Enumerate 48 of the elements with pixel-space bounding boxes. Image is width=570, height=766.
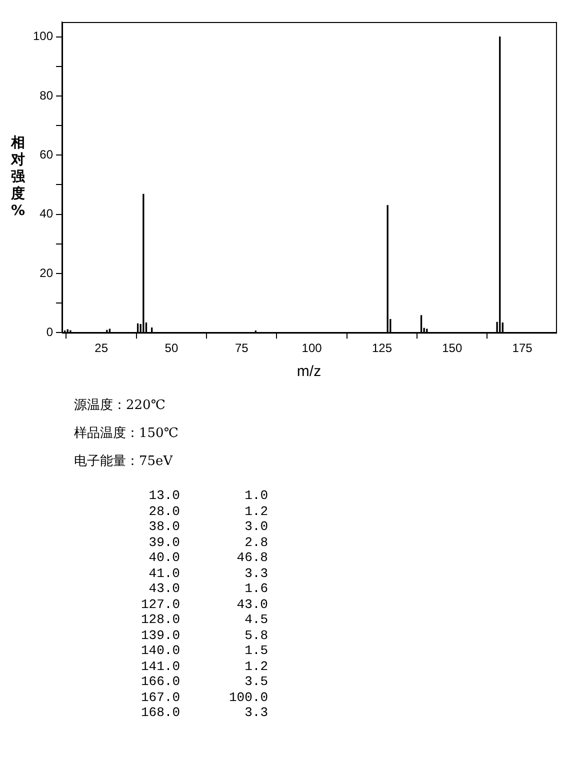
y-axis-title: 相对强度% — [10, 134, 26, 219]
y-tick-label: 60 — [40, 147, 54, 162]
text: 128.0 — [140, 612, 180, 628]
text: 139.0 — [140, 628, 180, 643]
x-tick-label: 25 — [94, 341, 108, 356]
text: 1.0 — [244, 488, 268, 504]
text: 1.2 — [244, 504, 268, 519]
x-axis-title: m/z — [296, 363, 322, 380]
text: 4.5 — [244, 612, 268, 628]
x-tick-label: 150 — [442, 341, 462, 356]
y-tick-label: 100 — [32, 29, 54, 44]
text: 40.0 — [148, 550, 180, 566]
x-tick-label: 125 — [372, 341, 392, 356]
text: 源温度：220℃ — [74, 397, 166, 415]
text: 样品温度：150℃ — [74, 425, 178, 443]
text: 3.3 — [244, 705, 268, 720]
y-tick-label: 20 — [40, 266, 54, 280]
text: 166.0 — [140, 674, 180, 690]
text: 46.8 — [236, 550, 268, 566]
text: 43.0 — [236, 596, 268, 612]
x-tick-label: 75 — [234, 341, 249, 356]
text: 3.0 — [244, 519, 268, 534]
text: 127.0 — [140, 596, 180, 612]
x-tick-label: 175 — [512, 341, 533, 356]
text: 3.5 — [244, 674, 268, 690]
text: 3.3 — [244, 566, 268, 581]
text: 41.0 — [148, 566, 180, 581]
text: 1.6 — [244, 581, 268, 596]
text: 167.0 — [140, 690, 180, 705]
text: 140.0 — [140, 643, 180, 658]
text: 5.8 — [244, 628, 268, 643]
y-tick-label: 0 — [46, 324, 54, 339]
text: 电子能量：75eV — [74, 453, 174, 471]
text: 43.0 — [148, 581, 180, 596]
text: 13.0 — [148, 488, 180, 504]
text: 100.0 — [228, 690, 268, 705]
text: 38.0 — [148, 519, 180, 534]
text: 1.2 — [244, 658, 268, 674]
text: 28.0 — [148, 504, 180, 519]
text: 168.0 — [140, 705, 180, 720]
y-tick-label: 40 — [40, 206, 54, 221]
text: 39.0 — [148, 534, 180, 550]
x-tick-label: 50 — [164, 341, 178, 356]
text: 1.5 — [244, 643, 268, 658]
y-tick-label: 80 — [40, 88, 54, 102]
text: 2.8 — [244, 534, 268, 550]
text: 141.0 — [140, 658, 180, 674]
x-tick-label: 100 — [302, 341, 322, 356]
